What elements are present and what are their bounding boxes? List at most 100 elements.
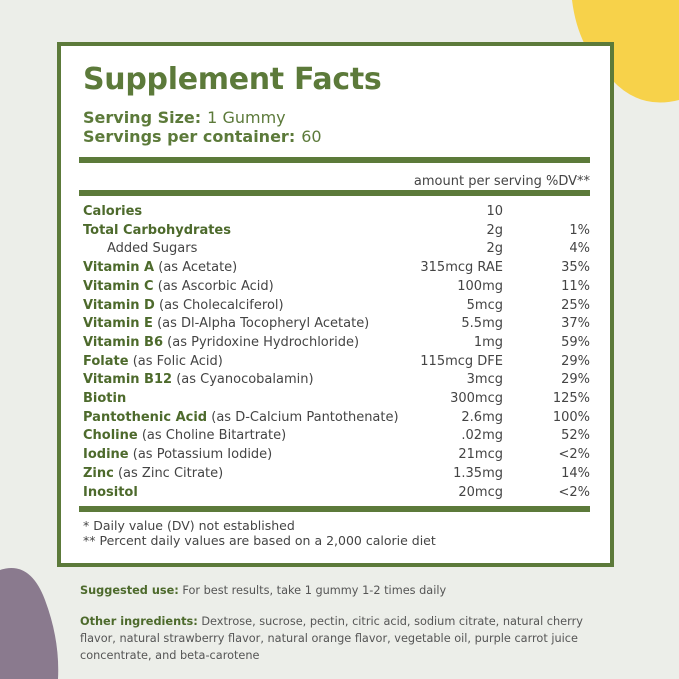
nutrient-name: Biotin [83, 391, 127, 406]
amount: 1.35mg [453, 465, 503, 481]
amount: 300mcg [450, 391, 503, 406]
nutrient: Calories [83, 204, 142, 219]
nutrient-row: Zinc (as Zinc Citrate) 1.35mg 14% [83, 466, 590, 485]
purple-blob [0, 568, 59, 679]
column-header: amount per serving %DV** [413, 174, 590, 189]
daily-value: <2% [558, 447, 590, 463]
amount: 3mcg [466, 372, 503, 388]
amount: 2g [486, 241, 503, 257]
amount: 5.5mg [461, 316, 503, 332]
nutrient-name: Vitamin C [83, 278, 154, 294]
nutrient-row: Inositol 20mcg <2% [83, 485, 590, 504]
nutrient-name: Choline [83, 428, 138, 444]
amount: 2.6mg [461, 409, 503, 425]
nutrient-name: Vitamin E [83, 316, 153, 332]
qualifier: (as Zinc Citrate) [117, 465, 224, 481]
daily-value: 29% [561, 372, 590, 388]
nutrient-name: Inositol [83, 484, 138, 500]
qualifier: (as Cholecalciferol) [159, 297, 284, 313]
amount: 1mg [473, 334, 503, 350]
daily-value: 29% [561, 353, 590, 369]
nutrient: Vitamin E (as Dl-Alpha Tocopheryl Acetat… [83, 316, 369, 331]
amount: 5mcg [466, 297, 503, 313]
value: 1 Gummy [207, 108, 286, 127]
nutrient-name: Vitamin B12 [83, 372, 173, 388]
nutrient-row: Vitamin B6 (as Pyridoxine Hydrochloride)… [83, 335, 590, 354]
daily-value: <2% [558, 484, 590, 500]
qualifier: (as Folic Acid) [132, 353, 223, 369]
nutrient-name: Vitamin D [83, 297, 155, 313]
qualifier: (as D-Calcium Pantothenate) [211, 409, 399, 425]
rule [79, 190, 590, 196]
nutrient-name: Vitamin B6 [83, 334, 164, 350]
qualifier: (as Acetate) [158, 260, 238, 276]
amount: 315mcg RAE [420, 260, 503, 276]
daily-value: 25% [561, 297, 590, 313]
daily-value: 14% [561, 465, 590, 481]
amount: 115mcg DFE [420, 353, 503, 369]
nutrient-row: Vitamin D (as Cholecalciferol) 5mcg 25% [83, 298, 590, 317]
nutrient-row: Vitamin A (as Acetate) 315mcg RAE 35% [83, 260, 590, 279]
nutrient: Vitamin A (as Acetate) [83, 260, 237, 275]
nutrient: Inositol [83, 485, 138, 500]
other-ingredients: Other ingredients: Dextrose, sucrose, pe… [80, 613, 620, 664]
nutrient-row: Total Carbohydrates 2g 1% [83, 223, 590, 242]
daily-value: 59% [561, 334, 590, 350]
qualifier: (as Potassium Iodide) [132, 447, 273, 463]
nutrient-row: Choline (as Choline Bitartrate) .02mg 52% [83, 428, 590, 447]
nutrient-row: Vitamin C (as Ascorbic Acid) 100mg 11% [83, 279, 590, 298]
nutrient: Added Sugars [107, 241, 197, 256]
value: 60 [301, 127, 322, 146]
nutrient-row: Vitamin B12 (as Cyanocobalamin) 3mcg 29% [83, 372, 590, 391]
nutrient-name: Folate [83, 353, 129, 369]
serving-size: Serving Size: 1 Gummy [83, 108, 286, 127]
daily-value: 37% [561, 316, 590, 332]
amount: 2g [486, 222, 503, 238]
nutrient: Zinc (as Zinc Citrate) [83, 466, 223, 481]
nutrient: Vitamin D (as Cholecalciferol) [83, 298, 284, 313]
nutrient-name: Vitamin A [83, 260, 155, 276]
label: Serving Size: [83, 108, 202, 127]
qualifier: (as Ascorbic Acid) [157, 278, 274, 294]
nutrient-row: Vitamin E (as Dl-Alpha Tocopheryl Acetat… [83, 316, 590, 335]
nutrient-name: Calories [83, 204, 143, 219]
daily-value: 52% [561, 428, 590, 444]
nutrient-row: Pantothenic Acid (as D-Calcium Pantothen… [83, 410, 590, 429]
nutrient-name: Zinc [83, 465, 114, 481]
suggested-use: Suggested use: For best results, take 1 … [80, 582, 620, 599]
nutrient: Vitamin B6 (as Pyridoxine Hydrochloride) [83, 335, 359, 350]
daily-value: 125% [552, 391, 590, 406]
nutrient: Folate (as Folic Acid) [83, 354, 223, 369]
nutrient-name: Pantothenic Acid [83, 409, 208, 425]
qualifier: (as Pyridoxine Hydrochloride) [167, 334, 360, 350]
amount: 100mg [457, 278, 503, 294]
footnote: * Daily value (DV) not established [83, 518, 295, 533]
amount: 21mcg [458, 447, 503, 463]
footnote: ** Percent daily values are based on a 2… [83, 533, 436, 548]
label: Suggested use: [80, 584, 179, 597]
daily-value: 1% [569, 222, 590, 238]
daily-value: 35% [561, 260, 590, 276]
amount: 10 [486, 204, 503, 219]
nutrient-row: Calories 10 [83, 204, 590, 223]
nutrient: Pantothenic Acid (as D-Calcium Pantothen… [83, 410, 399, 425]
label: Other ingredients: [80, 615, 198, 628]
rule [79, 157, 590, 163]
qualifier: (as Cyanocobalamin) [176, 372, 314, 388]
label: Servings per container: [83, 127, 296, 146]
nutrient-name: Iodine [83, 447, 129, 463]
nutrient-name: Total Carbohydrates [83, 222, 231, 238]
nutrient: Biotin [83, 391, 126, 406]
nutrient: Total Carbohydrates [83, 223, 231, 238]
rule [79, 506, 590, 512]
daily-value: 100% [552, 409, 590, 425]
text: For best results, take 1 gummy 1-2 times… [182, 584, 447, 597]
nutrient-row: Iodine (as Potassium Iodide) 21mcg <2% [83, 447, 590, 466]
nutrient-row: Biotin 300mcg 125% [83, 391, 590, 410]
title: Supplement Facts [83, 62, 382, 97]
nutrient: Choline (as Choline Bitartrate) [83, 428, 286, 443]
nutrient-name: Added Sugars [107, 241, 198, 257]
text: Dextrose, sucrose, pectin, citric acid, … [80, 615, 583, 662]
